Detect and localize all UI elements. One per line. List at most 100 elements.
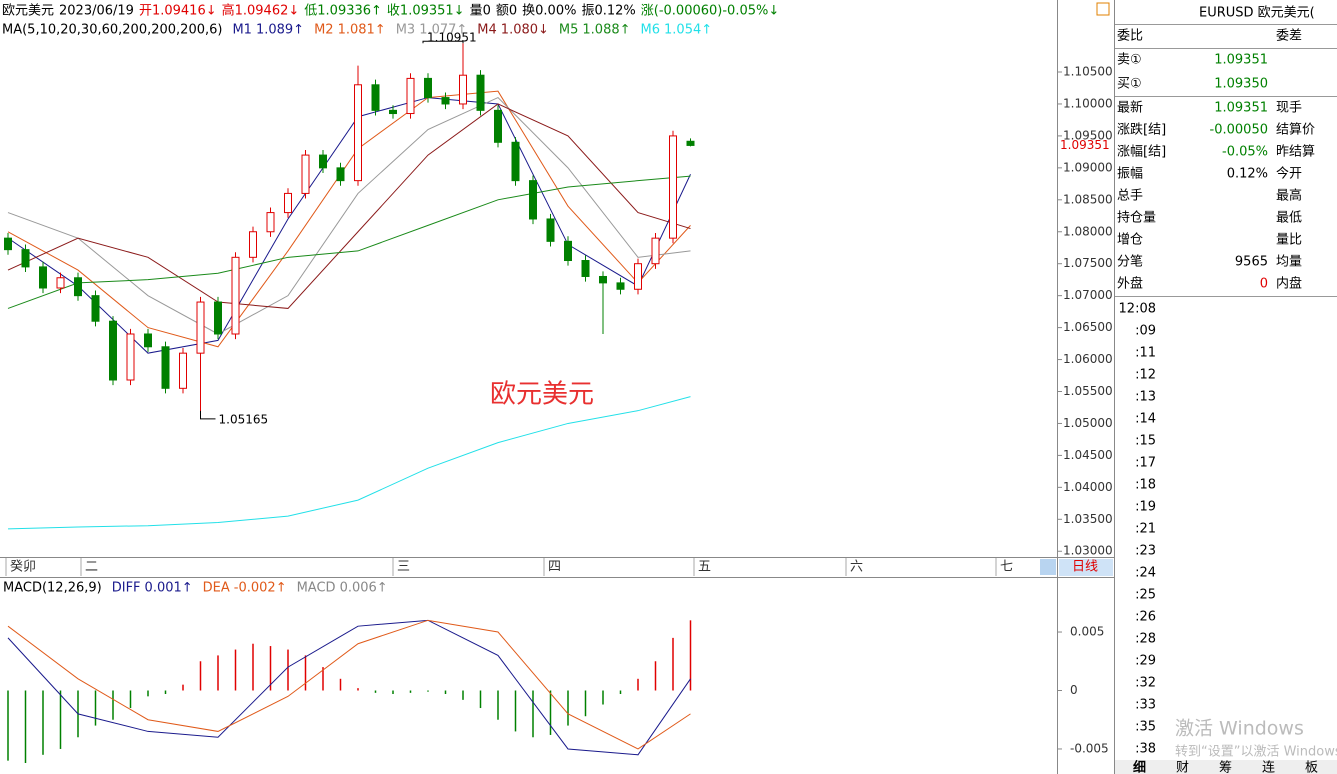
ma-legend-name: M2 bbox=[314, 23, 334, 38]
window-button[interactable] bbox=[1096, 2, 1110, 16]
candle-body bbox=[4, 237, 12, 251]
field-label: 委差 bbox=[1276, 29, 1302, 44]
candle-body bbox=[529, 180, 537, 220]
panel-tab[interactable]: 细 bbox=[1133, 760, 1146, 774]
candle-body bbox=[144, 333, 152, 348]
header-field: 换0.00% bbox=[522, 4, 576, 19]
header-field: 2023/06/19 bbox=[59, 4, 134, 19]
ma-legend-name: M3 bbox=[396, 23, 416, 38]
order-price: 1.09351 bbox=[1214, 53, 1268, 68]
x-tick-label: 三 bbox=[397, 560, 410, 575]
candle-body bbox=[266, 212, 275, 233]
field-value: -0.00050 bbox=[1210, 123, 1268, 138]
y-tick-label: 1.03500 bbox=[1063, 512, 1113, 526]
x-tick-label: 六 bbox=[850, 560, 863, 575]
tick-time: 12:08 bbox=[1119, 302, 1156, 317]
ma-line bbox=[7, 396, 691, 530]
ma-legend-name: M5 bbox=[559, 23, 579, 38]
candle-body bbox=[126, 333, 135, 381]
macd-line bbox=[7, 619, 691, 756]
panel-tab[interactable]: 筹 bbox=[1219, 760, 1232, 774]
candle-body bbox=[56, 277, 65, 289]
candle-body bbox=[39, 266, 47, 289]
y-tick-label: 1.08500 bbox=[1063, 192, 1113, 206]
y-tick-label: -0.005 bbox=[1070, 741, 1109, 755]
ma-legend-name: M1 bbox=[232, 23, 252, 38]
candle-body bbox=[91, 295, 100, 322]
ma-legend-value: 1.089↑ bbox=[256, 23, 304, 38]
y-tick-label: 1.05000 bbox=[1063, 416, 1113, 430]
panel-tab[interactable]: 板 bbox=[1305, 761, 1318, 774]
field-label: 振幅 bbox=[1117, 167, 1143, 182]
candle-body bbox=[301, 154, 310, 194]
header-field: 高1.09462↓ bbox=[222, 3, 300, 19]
macd-line bbox=[7, 619, 691, 750]
candle-body bbox=[249, 231, 257, 258]
header-field: 额0 bbox=[496, 4, 517, 19]
candle-body bbox=[581, 260, 590, 277]
tick-time: :23 bbox=[1135, 544, 1156, 559]
tick-time: :32 bbox=[1135, 676, 1156, 691]
field-label: 结算价 bbox=[1276, 123, 1315, 138]
y-tick-label: 1.04000 bbox=[1063, 480, 1113, 494]
header-field: 收1.09351↓ bbox=[387, 4, 465, 19]
field-label: 外盘 bbox=[1117, 276, 1143, 292]
header-field: 振0.12% bbox=[581, 4, 635, 19]
tick-time: :26 bbox=[1135, 610, 1156, 625]
ma-line bbox=[7, 96, 691, 335]
header-field: 低1.09336↑ bbox=[304, 4, 382, 19]
field-label: 最新 bbox=[1117, 100, 1143, 116]
high-annotation: 1.10951 bbox=[427, 31, 477, 45]
field-label: 量比 bbox=[1276, 233, 1302, 248]
candle-body bbox=[196, 301, 205, 354]
candle-body bbox=[109, 320, 117, 381]
candle-body bbox=[161, 346, 170, 389]
tick-time: :13 bbox=[1135, 390, 1156, 405]
macd-legend-name: DEA bbox=[203, 581, 230, 596]
panel-tab[interactable]: 连 bbox=[1262, 760, 1275, 774]
low-annotation: 1.05165 bbox=[219, 412, 269, 426]
candle-body bbox=[231, 256, 240, 335]
x-tick-label: 二 bbox=[85, 560, 98, 575]
tick-time: :25 bbox=[1135, 588, 1156, 603]
candle-body bbox=[651, 237, 660, 265]
panel-tab[interactable]: 财 bbox=[1176, 761, 1189, 774]
macd-legend-value: -0.002↑ bbox=[234, 581, 287, 596]
order-label: 买① bbox=[1117, 77, 1142, 92]
candle-body bbox=[319, 154, 327, 169]
candle-body bbox=[336, 167, 345, 182]
field-label: 持仓量 bbox=[1117, 211, 1156, 226]
candle-body bbox=[284, 192, 292, 214]
y-tick-label: 1.10000 bbox=[1063, 96, 1113, 110]
macd-legend-name: MACD bbox=[297, 581, 336, 596]
period-tab-bg[interactable] bbox=[1059, 559, 1113, 576]
candle-body bbox=[476, 74, 485, 111]
field-value: 0.12% bbox=[1227, 167, 1268, 182]
field-label: 内盘 bbox=[1276, 276, 1302, 292]
y-tick-label: 0 bbox=[1070, 683, 1078, 697]
ma-line bbox=[7, 103, 691, 309]
macd-legend-name: DIFF bbox=[112, 581, 141, 596]
candle-body bbox=[424, 77, 432, 99]
tick-time: :14 bbox=[1135, 412, 1156, 427]
candle-body bbox=[441, 97, 450, 105]
field-value: -0.05% bbox=[1222, 145, 1268, 160]
tick-time: :09 bbox=[1135, 324, 1156, 339]
x-tick-label: 七 bbox=[1000, 560, 1013, 575]
ma-legend-value: 1.077↑ bbox=[419, 23, 467, 38]
field-label: 最低 bbox=[1276, 211, 1302, 226]
period-label[interactable]: 日线 bbox=[1072, 560, 1098, 575]
field-label: 今开 bbox=[1276, 166, 1302, 182]
tick-time: :19 bbox=[1135, 500, 1156, 515]
candle-body bbox=[179, 352, 187, 389]
field-label: 总手 bbox=[1117, 189, 1143, 204]
ma-legend-value: 1.080↓ bbox=[501, 23, 549, 38]
candle-body bbox=[634, 263, 642, 290]
y-tick-label: 1.09500 bbox=[1063, 128, 1113, 142]
ma-title: MA(5,10,20,30,60,200,200,200,6) bbox=[2, 23, 222, 38]
os-watermark: 激活 Windows bbox=[1175, 718, 1304, 740]
field-label: 最高 bbox=[1276, 188, 1302, 204]
scroll-thumb[interactable] bbox=[1040, 559, 1056, 575]
field-label: 涨幅[结] bbox=[1117, 145, 1166, 160]
tick-time: :18 bbox=[1135, 478, 1156, 493]
